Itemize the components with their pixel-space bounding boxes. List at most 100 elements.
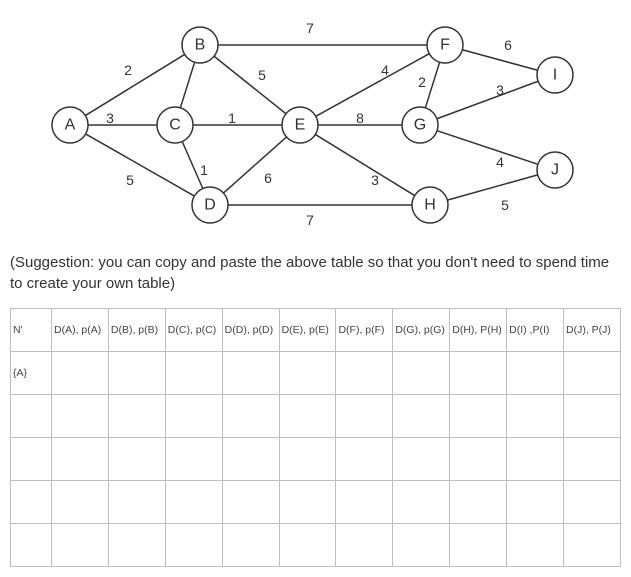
graph-node-label: A [65, 117, 76, 134]
table-cell [222, 524, 279, 567]
table-header-cell: D(B), p(B) [108, 309, 165, 352]
table-cell [507, 352, 564, 395]
graph-node-label: I [553, 67, 557, 84]
table-cell [279, 395, 336, 438]
edge-weight: 3 [106, 110, 114, 126]
table-cell [393, 438, 450, 481]
table-cell [11, 395, 52, 438]
edge-weight: 3 [496, 82, 504, 98]
table-cell [336, 481, 393, 524]
edge-weight: 5 [258, 67, 266, 83]
table-cell [279, 438, 336, 481]
graph-edge [437, 81, 538, 118]
graph-node-label: H [424, 197, 436, 214]
table-row [11, 438, 621, 481]
suggestion-text: (Suggestion: you can copy and paste the … [10, 252, 621, 294]
table-cell [108, 438, 165, 481]
edge-weight: 6 [504, 37, 512, 53]
graph-node-label: F [440, 37, 450, 54]
table-cell [507, 524, 564, 567]
graph-node-label: G [414, 117, 426, 134]
table-cell [450, 352, 507, 395]
table-cell [336, 352, 393, 395]
graph-edge [180, 62, 194, 108]
table-cell [52, 438, 109, 481]
table-cell [450, 481, 507, 524]
table-cell [336, 438, 393, 481]
table-cell [222, 395, 279, 438]
edge-weight: 2 [418, 74, 426, 90]
table-header-cell: D(I) ,P(I) [507, 309, 564, 352]
graph-edge [437, 131, 538, 165]
table-cell [279, 481, 336, 524]
graph-edge [462, 50, 537, 71]
graph-edge [447, 175, 537, 200]
table-cell [450, 395, 507, 438]
graph-node-label: C [169, 117, 181, 134]
table-cell [165, 352, 222, 395]
table-header-cell: D(F), p(F) [336, 309, 393, 352]
table-cell [450, 524, 507, 567]
graph-node-label: B [195, 37, 206, 54]
edge-weight: 5 [126, 172, 134, 188]
table-cell [108, 524, 165, 567]
table-cell [222, 352, 279, 395]
table-cell [11, 481, 52, 524]
edge-weight: 2 [124, 62, 132, 78]
graph-edge [316, 54, 429, 117]
table-row: {A} [11, 352, 621, 395]
table-cell [165, 395, 222, 438]
table-cell [52, 481, 109, 524]
table-cell [165, 481, 222, 524]
table-row [11, 481, 621, 524]
dijkstra-table: N'D(A), p(A)D(B), p(B)D(C), p(C)D(D), p(… [10, 308, 621, 567]
table-cell [393, 395, 450, 438]
edge-weight: 5 [501, 197, 509, 213]
graph-node-label: D [204, 197, 216, 214]
table-cell [507, 395, 564, 438]
graph-edge [85, 54, 184, 115]
table-header-cell: D(D), p(D) [222, 309, 279, 352]
edge-weight: 7 [306, 20, 314, 36]
network-graph: 23557116748326345ABCDEFGHIJ [10, 10, 620, 240]
table-row [11, 395, 621, 438]
table-cell [108, 395, 165, 438]
table-header-cell: N' [11, 309, 52, 352]
table-cell [336, 395, 393, 438]
table-cell [108, 352, 165, 395]
graph-node-label: J [551, 162, 559, 179]
table-cell [564, 481, 621, 524]
graph-edge [425, 62, 439, 108]
table-cell [336, 524, 393, 567]
table-cell [393, 352, 450, 395]
edge-weight: 3 [371, 172, 379, 188]
graph-edge [223, 137, 286, 193]
table-cell [393, 481, 450, 524]
table-header-cell: D(E), p(E) [279, 309, 336, 352]
table-cell [52, 352, 109, 395]
table-cell [222, 438, 279, 481]
graph-node-label: E [295, 117, 306, 134]
table-cell [279, 524, 336, 567]
table-cell [450, 438, 507, 481]
table-header-cell: D(J), P(J) [564, 309, 621, 352]
table-cell [564, 438, 621, 481]
table-cell [507, 438, 564, 481]
graph-edge [214, 56, 286, 114]
table-cell [165, 438, 222, 481]
edge-weight: 1 [228, 110, 236, 126]
edge-weight: 4 [496, 154, 504, 170]
table-cell [507, 481, 564, 524]
table-cell [564, 352, 621, 395]
edge-weight: 6 [264, 170, 272, 186]
table-cell [52, 524, 109, 567]
table-cell [564, 395, 621, 438]
table-header-cell: D(A), p(A) [52, 309, 109, 352]
edge-weight: 4 [381, 62, 389, 78]
table-cell [11, 438, 52, 481]
table-cell [393, 524, 450, 567]
edge-weight: 8 [356, 110, 364, 126]
table-header-cell: D(C), p(C) [165, 309, 222, 352]
table-header-cell: D(G), p(G) [393, 309, 450, 352]
table-cell: {A} [11, 352, 52, 395]
